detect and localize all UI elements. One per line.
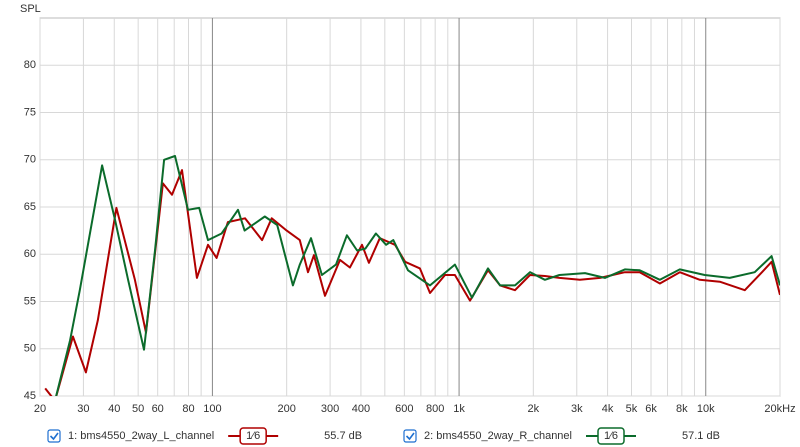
x-tick-label: 50 (132, 403, 144, 415)
x-tick-label: 80 (182, 403, 194, 415)
x-tick-label: 2k (528, 403, 540, 415)
checkmark (405, 432, 415, 441)
x-tick-label: 400 (352, 403, 370, 415)
legend-checkbox[interactable] (403, 429, 417, 443)
legend-label: 2: bms4550_2way_R_channel (424, 430, 572, 442)
x-tick-label: 40 (108, 403, 120, 415)
y-axis-label: SPL (20, 3, 41, 15)
x-tick-label: 30 (77, 403, 89, 415)
response-curve (44, 169, 780, 396)
response-curve (55, 155, 780, 396)
x-tick-label: 800 (426, 403, 444, 415)
x-tick-label: 20kHz (764, 403, 795, 415)
y-tick-label: 45 (24, 390, 36, 402)
x-tick-label: 8k (676, 403, 688, 415)
x-tick-label: 6k (645, 403, 657, 415)
y-tick-label: 70 (24, 154, 36, 166)
y-tick-label: 75 (24, 106, 36, 118)
grid (39, 18, 781, 397)
x-tick-label: 300 (321, 403, 339, 415)
y-tick-label: 65 (24, 201, 36, 213)
smoothing-box[interactable] (597, 427, 625, 445)
y-tick-label: 80 (24, 59, 36, 71)
level-label: 55.7 dB (324, 430, 362, 442)
x-tick-label: 200 (277, 403, 295, 415)
curves (44, 155, 780, 396)
y-tick-label: 50 (24, 343, 36, 355)
legend: 1: bms4550_2way_L_channel 1⁄6 55.7 dB 2: bm… (47, 427, 720, 445)
x-tick-label: 10k (697, 403, 715, 415)
x-tick-label: 20 (34, 403, 46, 415)
legend-checkbox[interactable] (47, 429, 61, 443)
smoothing-label: 1⁄6 (246, 430, 260, 442)
x-tick-label: 3k (571, 403, 583, 415)
checkmark (49, 432, 59, 441)
smoothing-box[interactable] (239, 427, 267, 445)
legend-label: 1: bms4550_2way_L_channel (68, 430, 214, 442)
x-tick-label: 100 (203, 403, 221, 415)
x-tick-label: 4k (602, 403, 614, 415)
smoothing-label: 1⁄6 (604, 430, 618, 442)
x-tick-label: 1k (453, 403, 465, 415)
y-tick-label: 60 (24, 248, 36, 260)
level-label: 57.1 dB (682, 430, 720, 442)
x-tick-label: 60 (152, 403, 164, 415)
x-tick-label: 600 (395, 403, 413, 415)
x-tick-label: 5k (626, 403, 638, 415)
y-tick-label: 55 (24, 295, 36, 307)
